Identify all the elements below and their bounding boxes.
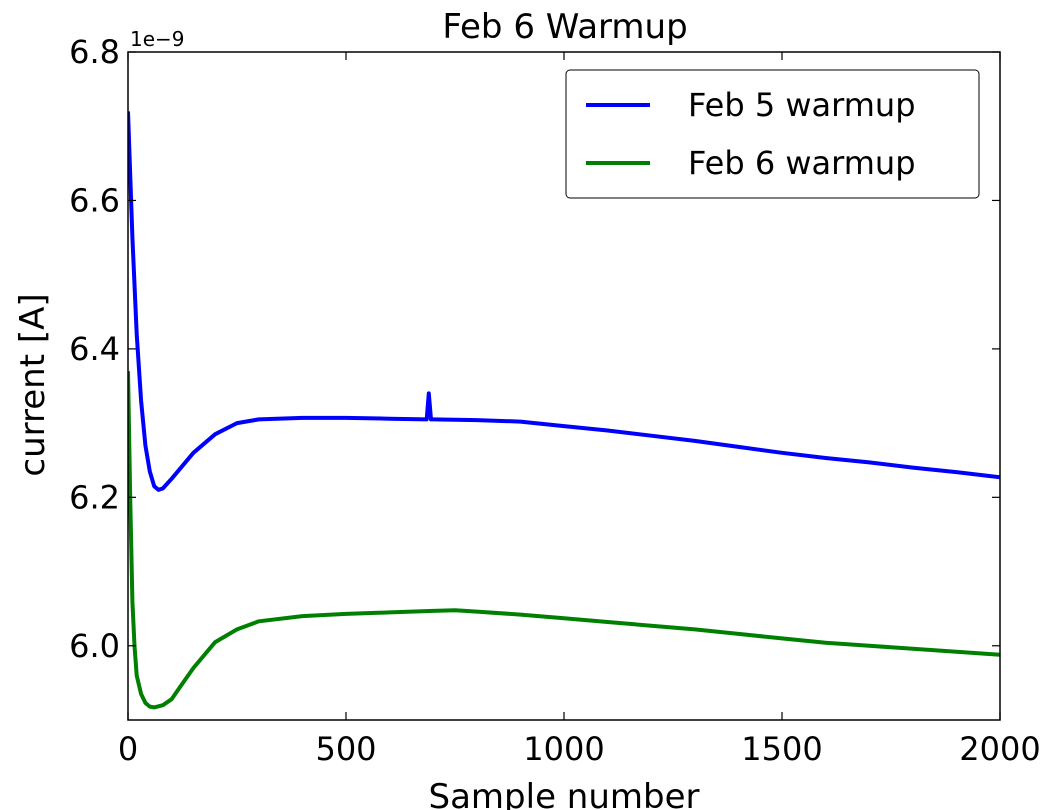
y-tick-label: 6.4	[69, 330, 120, 368]
y-tick-label: 6.6	[69, 181, 120, 219]
y-tick-label: 6.2	[69, 478, 120, 516]
series-line-1	[128, 111, 1000, 492]
chart-title: Feb 6 Warmup	[442, 7, 687, 47]
y-tick-label: 6.8	[69, 33, 120, 71]
x-tick-label: 1000	[523, 730, 604, 768]
legend-label-1: Feb 5 warmup	[688, 86, 916, 124]
plot-area	[128, 111, 1000, 710]
x-axis: 0 500 1000 1500 2000	[118, 52, 1041, 768]
series-line-2	[128, 371, 1000, 710]
x-tick-label: 0	[118, 730, 138, 768]
legend: Feb 5 warmup Feb 6 warmup	[565, 69, 980, 199]
y-axis: 6.0 6.2 6.4 6.6 6.8	[69, 33, 1000, 665]
x-axis-label: Sample number	[429, 777, 700, 810]
y-multiplier-label: 1e−9	[130, 27, 185, 51]
legend-label-2: Feb 6 warmup	[688, 144, 916, 182]
legend-frame	[565, 69, 980, 199]
x-tick-label: 500	[315, 730, 376, 768]
series-layer	[128, 111, 1000, 710]
y-axis-label: current [A]	[13, 293, 53, 476]
y-tick-label: 6.0	[69, 627, 120, 665]
x-tick-label: 2000	[959, 730, 1040, 768]
x-tick-label: 1500	[741, 730, 822, 768]
